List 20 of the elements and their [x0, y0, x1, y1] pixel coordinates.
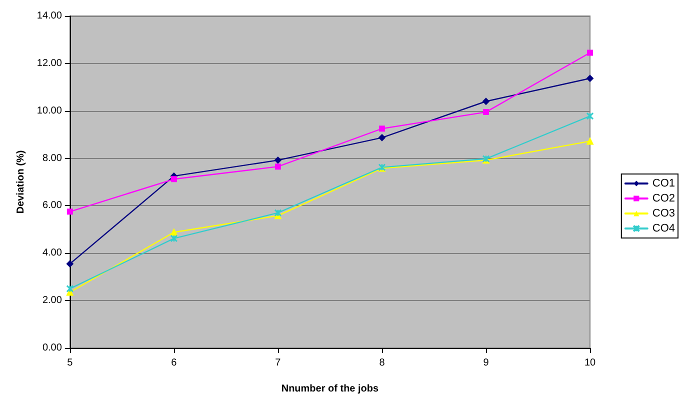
y-axis-title: Deviation (%)	[16, 150, 26, 214]
y-tick-label: 0.00	[42, 342, 62, 354]
y-tick-label: 6.00	[42, 200, 62, 212]
y-tick-label: 4.00	[42, 248, 62, 259]
x-tick-label: 9	[483, 358, 490, 368]
legend-label: CO1	[652, 178, 676, 190]
x-tick-label: 5	[67, 358, 74, 368]
x-tick-label: 10	[584, 358, 596, 368]
legend-label: CO4	[652, 222, 676, 234]
y-tick-label: 14.00	[36, 10, 62, 22]
y-tick-label: 12.00	[36, 58, 62, 69]
legend-label: CO3	[652, 208, 676, 220]
x-tick-label: 7	[275, 358, 282, 368]
y-tick-label: 10.00	[36, 105, 62, 116]
y-tick-label: 8.00	[42, 152, 62, 164]
y-tick-label: 2.00	[42, 295, 62, 306]
legend-label: CO2	[652, 192, 676, 204]
x-tick-label: 6	[171, 358, 178, 368]
x-tick-label: 8	[379, 358, 386, 368]
x-axis-title: Nnumber of the jobs	[281, 384, 380, 394]
